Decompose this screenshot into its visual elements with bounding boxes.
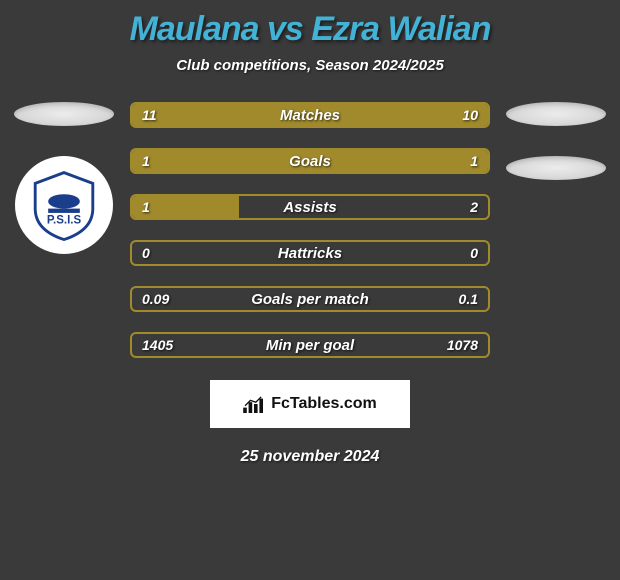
left-side: P.S.I.S xyxy=(8,102,120,358)
stat-row: 11Matches10 xyxy=(130,102,490,128)
branding-badge: FcTables.com xyxy=(210,380,410,428)
stat-value-right: 10 xyxy=(462,104,478,126)
stats-column: 11Matches101Goals11Assists20Hattricks00.… xyxy=(130,102,490,358)
subtitle: Club competitions, Season 2024/2025 xyxy=(0,57,620,74)
stat-label: Matches xyxy=(132,104,488,126)
left-player-avatar xyxy=(14,102,114,126)
stat-value-right: 2 xyxy=(470,196,478,218)
stat-row: 1Assists2 xyxy=(130,194,490,220)
stat-row: 1405Min per goal1078 xyxy=(130,332,490,358)
stat-value-right: 0.1 xyxy=(459,288,478,310)
right-club-placeholder xyxy=(506,156,606,180)
stat-value-right: 1 xyxy=(470,150,478,172)
stat-label: Hattricks xyxy=(132,242,488,264)
page-title: Maulana vs Ezra Walian xyxy=(0,10,620,49)
date-label: 25 november 2024 xyxy=(0,448,620,466)
stat-value-right: 1078 xyxy=(447,334,478,356)
stat-row: 0Hattricks0 xyxy=(130,240,490,266)
stat-row: 0.09Goals per match0.1 xyxy=(130,286,490,312)
right-side xyxy=(500,102,612,358)
right-player-avatar xyxy=(506,102,606,126)
stat-label: Min per goal xyxy=(132,334,488,356)
comparison-layout: P.S.I.S 11Matches101Goals11Assists20Hatt… xyxy=(0,102,620,358)
fctables-logo-icon xyxy=(243,395,265,413)
psis-emblem-icon: P.S.I.S xyxy=(28,169,100,241)
stat-label: Goals per match xyxy=(132,288,488,310)
stat-row: 1Goals1 xyxy=(130,148,490,174)
svg-text:P.S.I.S: P.S.I.S xyxy=(47,215,82,227)
stat-label: Assists xyxy=(132,196,488,218)
stat-label: Goals xyxy=(132,150,488,172)
stat-value-right: 0 xyxy=(470,242,478,264)
branding-text: FcTables.com xyxy=(271,395,377,413)
left-club-badge: P.S.I.S xyxy=(15,156,113,254)
